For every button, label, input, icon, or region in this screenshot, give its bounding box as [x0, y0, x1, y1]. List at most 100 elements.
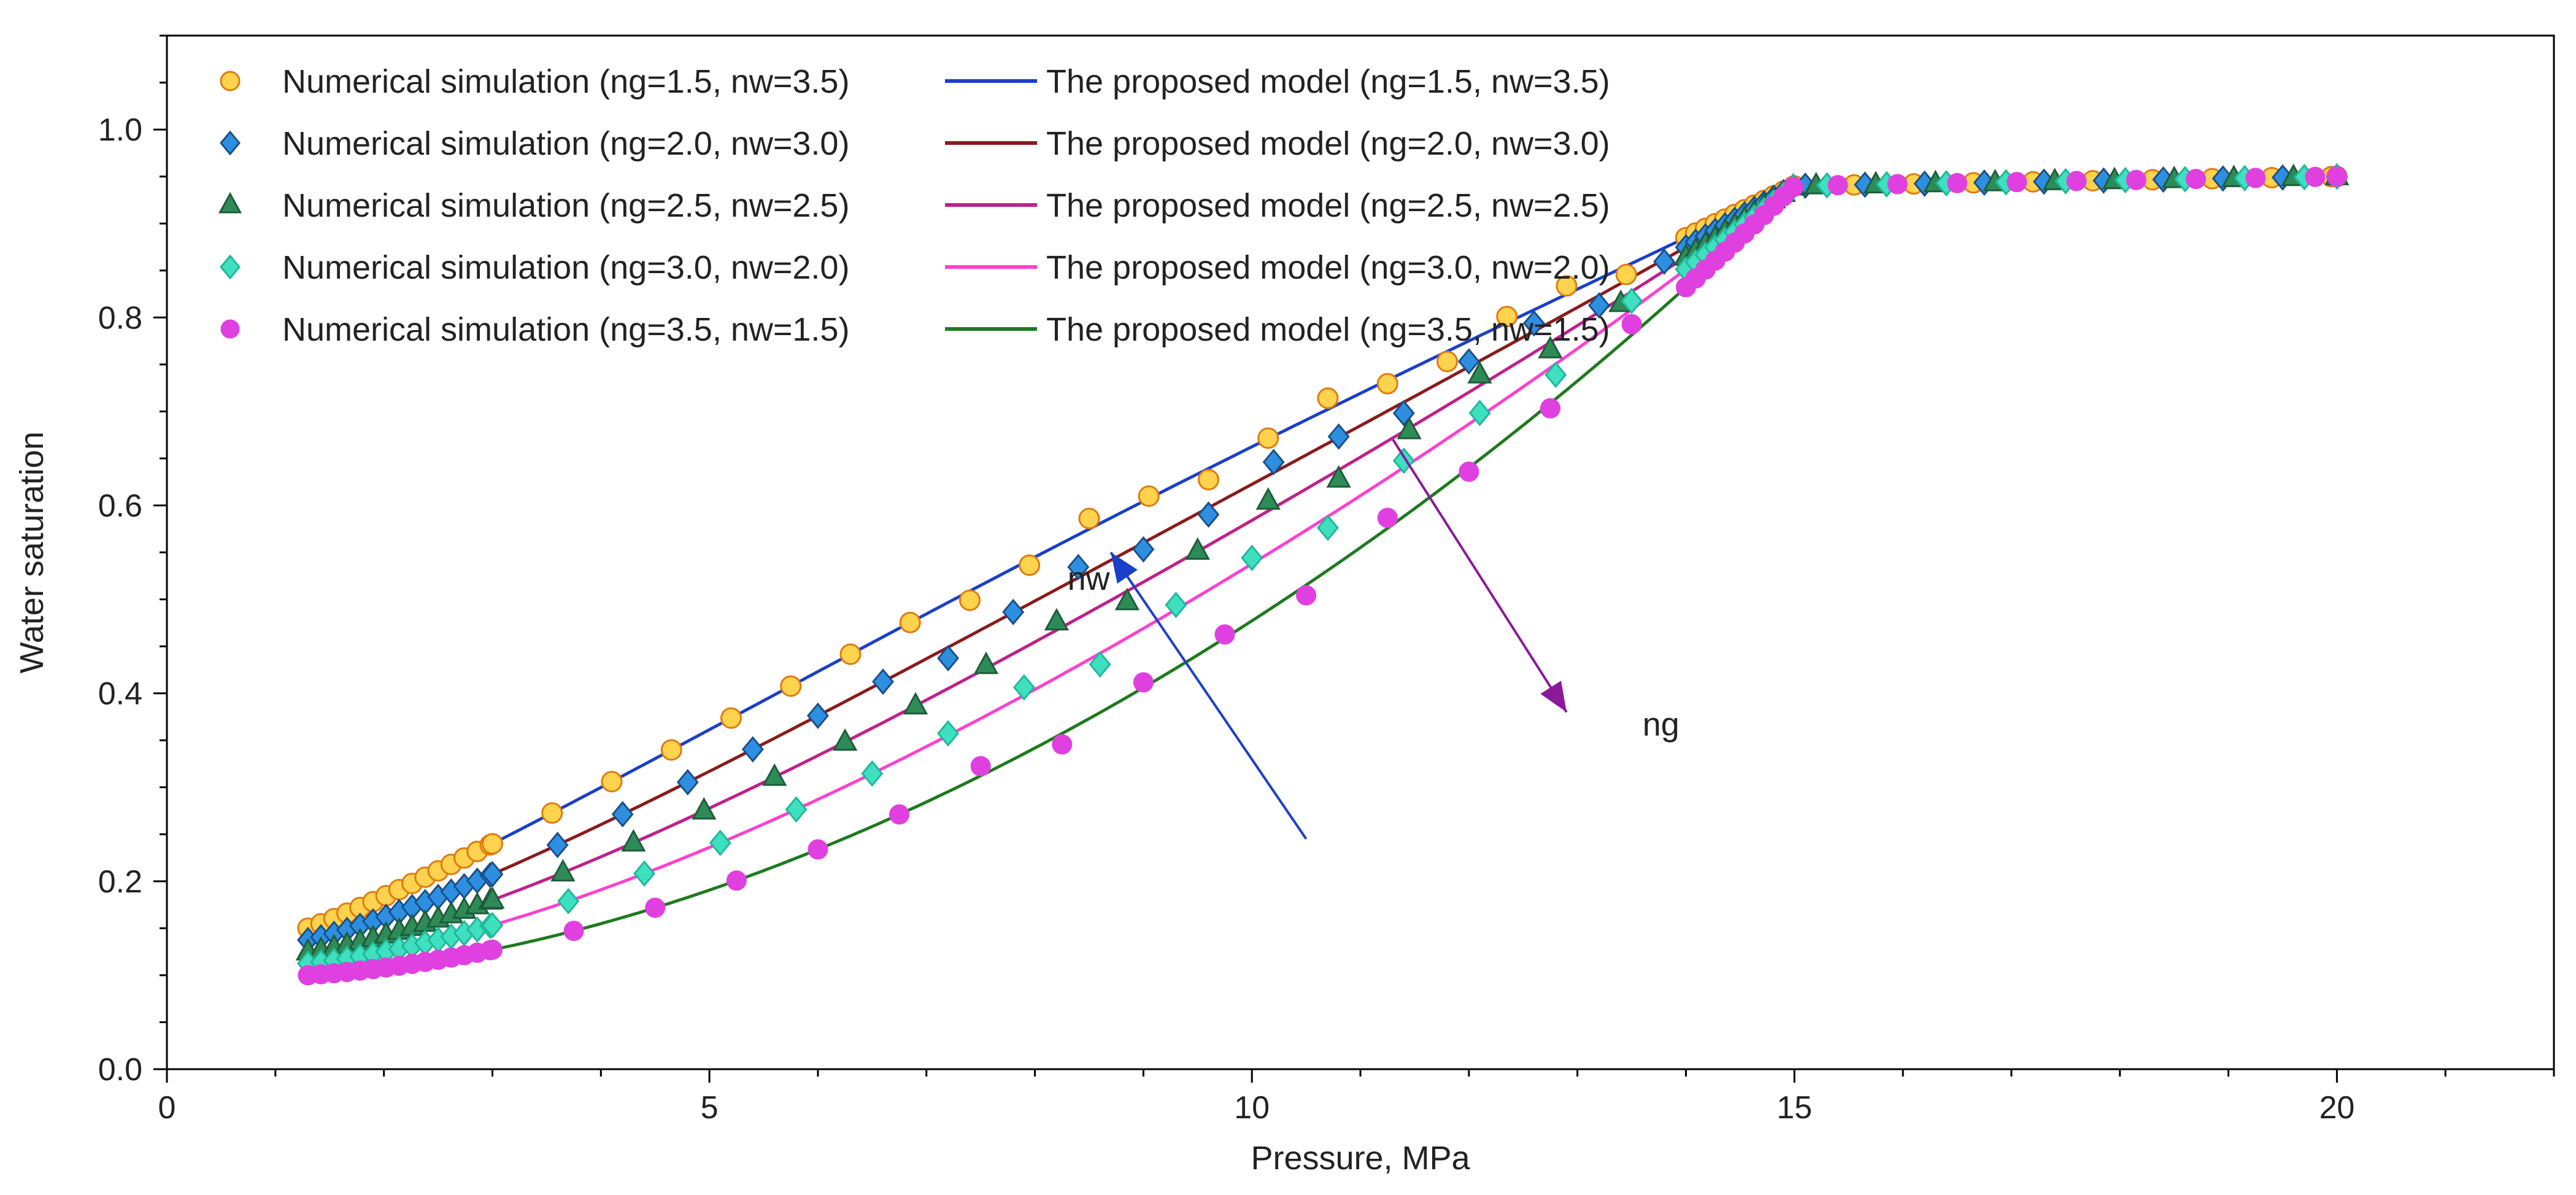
- simulation-marker: [480, 886, 505, 909]
- simulation-marker: [2007, 172, 2027, 193]
- legend-label: Numerical simulation (ng=3.0, nw=2.0): [282, 249, 849, 286]
- annotations: nw ng: [1068, 439, 1679, 840]
- simulation-series-5: [298, 166, 2347, 986]
- legend-label: Numerical simulation (ng=3.5, nw=1.5): [282, 311, 849, 348]
- simulation-marker: [2245, 168, 2266, 188]
- y-axis-title: Water saturation: [13, 431, 50, 673]
- simulation-marker: [1197, 501, 1220, 528]
- simulation-marker: [601, 771, 623, 793]
- simulation-marker: [481, 833, 503, 855]
- simulation-marker: [1653, 248, 1676, 275]
- x-axis: 0 5 10 15 20: [158, 1069, 2555, 1126]
- simulation-marker: [1621, 287, 1643, 314]
- simulation-marker: [1138, 485, 1160, 507]
- simulation-marker: [806, 702, 829, 729]
- simulation-marker: [563, 921, 584, 942]
- simulation-marker: [2186, 169, 2206, 190]
- simulation-marker: [1019, 554, 1041, 576]
- simulation-marker: [1783, 177, 1804, 198]
- simulation-marker: [1257, 427, 1279, 449]
- simulation-marker: [557, 888, 580, 915]
- simulation-marker: [692, 797, 717, 820]
- simulation-marker: [546, 832, 569, 859]
- legend: Numerical simulation (ng=1.5, nw=3.5) Num…: [218, 63, 1610, 348]
- plot-area: nw ng: [295, 163, 2350, 986]
- annotation-arrowhead-nw: [1111, 552, 1138, 584]
- simulation-marker: [1317, 514, 1339, 541]
- x-axis-title: Pressure, MPa: [1251, 1140, 1470, 1177]
- simulation-marker: [1214, 624, 1235, 645]
- legend-entry-model: The proposed model (ng=3.5, nw=1.5): [945, 311, 1610, 348]
- simulation-marker: [2126, 169, 2146, 190]
- simulation-marker: [1185, 537, 1210, 560]
- x-tick-label: 10: [1234, 1090, 1270, 1126]
- simulation-marker: [1377, 508, 1398, 528]
- simulation-marker: [720, 707, 742, 729]
- y-tick-label: 0.0: [98, 1052, 142, 1088]
- simulation-marker: [550, 859, 576, 882]
- simulation-marker: [872, 668, 894, 695]
- simulation-marker: [1457, 348, 1480, 375]
- simulation-marker: [2326, 166, 2347, 187]
- simulation-marker: [808, 839, 828, 860]
- simulation-marker: [1132, 536, 1155, 563]
- simulation-marker: [889, 804, 910, 825]
- simulation-marker: [1556, 275, 1578, 297]
- legend-marker: [220, 254, 241, 280]
- simulation-marker: [1052, 734, 1073, 755]
- simulation-marker: [481, 860, 504, 888]
- simulation-marker: [958, 589, 981, 611]
- annotation-label-nw: nw: [1068, 560, 1111, 597]
- y-axis: 0.0 0.2 0.4 0.6 0.8 1.0: [98, 34, 167, 1088]
- legend-label: The proposed model (ng=3.5, nw=1.5): [1046, 311, 1610, 348]
- simulation-marker: [633, 860, 655, 887]
- annotation-arrow-ng: [1392, 439, 1568, 713]
- simulation-marker: [660, 739, 682, 761]
- simulation-marker: [762, 763, 787, 786]
- simulation-marker: [1133, 672, 1154, 693]
- annotation-arrow-nw: [1109, 551, 1308, 840]
- simulation-marker: [676, 768, 699, 796]
- simulation-marker: [1044, 608, 1070, 631]
- simulation-marker: [937, 720, 960, 747]
- legend-label: Numerical simulation (ng=2.0, nw=3.0): [282, 125, 849, 162]
- simulation-marker: [1436, 350, 1458, 373]
- legend-marker: [218, 191, 242, 214]
- legend-entry-model: The proposed model (ng=2.0, nw=3.0): [945, 125, 1610, 162]
- simulation-marker: [1827, 175, 1848, 196]
- legend-marker: [220, 130, 241, 156]
- simulation-marker: [541, 802, 563, 824]
- y-tick-label: 0.2: [98, 864, 142, 900]
- simulation-marker: [861, 760, 884, 787]
- simulation-marker: [1540, 398, 1560, 419]
- simulation-marker: [2305, 166, 2326, 187]
- simulation-marker: [726, 870, 747, 891]
- simulation-marker: [1255, 487, 1281, 510]
- simulation-marker: [899, 611, 921, 633]
- simulation-marker: [1089, 651, 1111, 678]
- simulation-marker: [1887, 174, 1908, 195]
- simulation-marker: [645, 897, 666, 918]
- simulation-marker: [1397, 416, 1422, 439]
- simulation-marker: [1522, 310, 1545, 337]
- simulation-marker: [1197, 469, 1219, 491]
- legend-label: The proposed model (ng=3.0, nw=2.0): [1046, 249, 1610, 286]
- x-tick-label: 15: [1776, 1090, 1812, 1126]
- simulation-marker: [1165, 592, 1187, 619]
- legend-entry-simulation: Numerical simulation (ng=3.5, nw=1.5): [220, 311, 849, 348]
- y-tick-label: 0.4: [98, 676, 142, 712]
- legend-label: The proposed model (ng=2.0, nw=3.0): [1046, 125, 1610, 162]
- simulation-marker: [1078, 508, 1100, 530]
- simulation-marker: [709, 829, 731, 856]
- simulation-marker: [973, 651, 999, 675]
- simulation-marker: [1621, 314, 1642, 335]
- simulation-marker: [611, 801, 634, 828]
- legend-label: The proposed model (ng=1.5, nw=3.5): [1046, 63, 1610, 100]
- simulation-marker: [1241, 544, 1263, 571]
- y-tick-label: 0.8: [98, 300, 142, 336]
- x-tick-label: 5: [701, 1090, 719, 1126]
- simulation-marker: [741, 736, 764, 763]
- simulation-marker: [1262, 449, 1285, 476]
- legend-label: Numerical simulation (ng=2.5, nw=2.5): [282, 187, 849, 224]
